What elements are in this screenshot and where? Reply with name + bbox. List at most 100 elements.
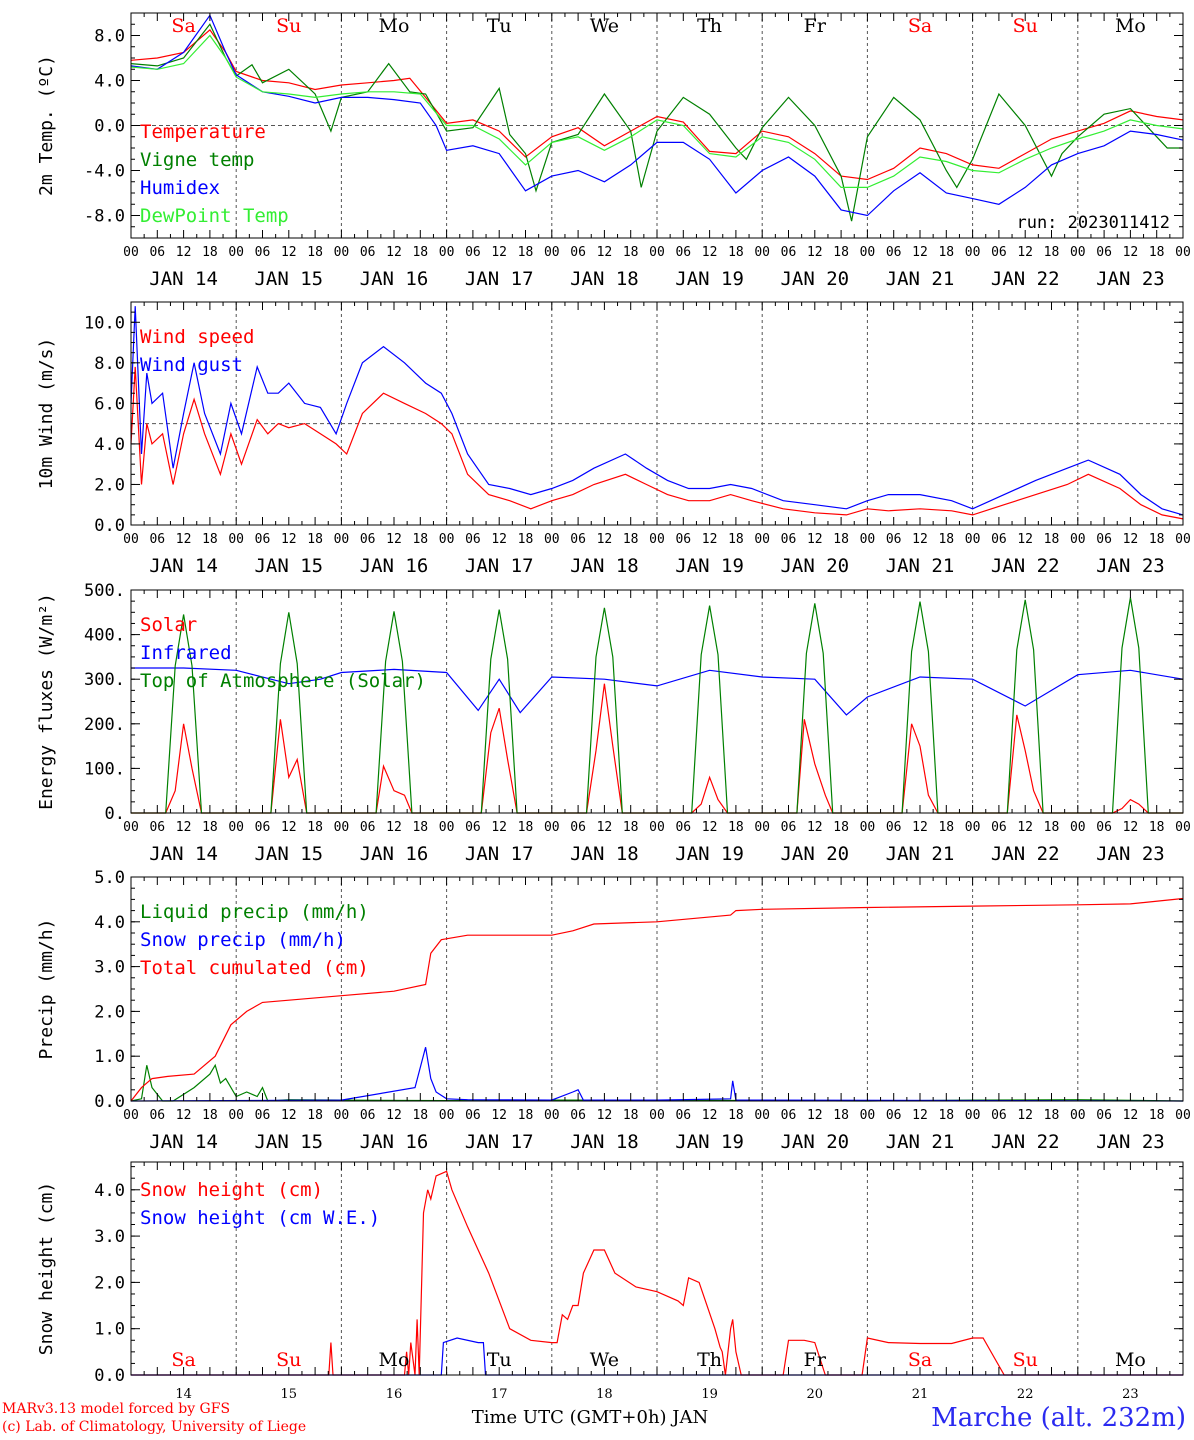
x-hour-label: 12 [1017, 245, 1033, 260]
x-hour-label: 18 [623, 1108, 639, 1123]
time-axis-title: Time UTC (GMT+0h) JAN [472, 1407, 709, 1428]
x-hour-label: 12 [1017, 532, 1033, 547]
x-hour-label: 00 [439, 820, 455, 835]
x-hour-label: 06 [360, 1108, 376, 1123]
x-date-label: JAN 16 [360, 843, 429, 865]
x-hour-label: 18 [938, 1108, 954, 1123]
y-tick-label: 0.0 [94, 117, 125, 137]
x-hour-label: 00 [439, 245, 455, 260]
legend-entry: Top of Atmosphere (Solar) [140, 670, 426, 692]
legend-entry: Infrared [140, 642, 232, 664]
x-hour-label: 00 [754, 1108, 770, 1123]
weekday-label: Mo [1115, 1349, 1146, 1371]
legend-entry: Liquid precip (mm/h) [140, 901, 369, 923]
x-hour-label: 12 [281, 532, 297, 547]
weekday-label: Sa [171, 1349, 195, 1371]
weekday-label: Su [276, 1349, 301, 1371]
y-tick-label: 300. [84, 670, 125, 690]
x-date-label: JAN 17 [465, 843, 534, 865]
x-hour-label: 06 [886, 245, 902, 260]
y-axis-label: 2m Temp. (ºC) [36, 55, 57, 196]
y-tick-label: 3.0 [94, 1227, 125, 1247]
credit-line: (c) Lab. of Climatology, University of L… [2, 1419, 307, 1435]
weekday-label: We [590, 15, 619, 37]
x-hour-label: 18 [833, 245, 849, 260]
x-hour-label: 12 [1123, 1108, 1139, 1123]
y-tick-label: 0. [105, 804, 125, 824]
y-axis-label: Precip (mm/h) [36, 919, 57, 1060]
x-hour-label: 12 [281, 1108, 297, 1123]
x-hour-label: 06 [570, 245, 586, 260]
y-tick-label: -4.0 [84, 162, 125, 182]
x-hour-label: 06 [255, 245, 271, 260]
x-hour-label: 12 [807, 1108, 823, 1123]
x-hour-label: 12 [597, 245, 613, 260]
x-hour-label: 00 [123, 532, 139, 547]
x-hour-label: 18 [833, 1108, 849, 1123]
x-hour-label: 06 [360, 245, 376, 260]
x-hour-label: 06 [1096, 1108, 1112, 1123]
x-hour-label: 06 [886, 1108, 902, 1123]
x-hour-label: 06 [886, 820, 902, 835]
y-tick-label: 2.0 [94, 1273, 125, 1293]
x-hour-label: 12 [807, 245, 823, 260]
y-tick-label: -8.0 [84, 207, 125, 227]
x-date-label: JAN 16 [360, 268, 429, 290]
x-hour-label: 00 [544, 1108, 560, 1123]
weekday-label: Su [276, 15, 301, 37]
x-hour-label: 12 [176, 532, 192, 547]
x-hour-label: 18 [623, 820, 639, 835]
x-day-number: 23 [1122, 1387, 1139, 1402]
x-hour-label: 06 [675, 532, 691, 547]
x-hour-label: 12 [912, 245, 928, 260]
x-hour-label: 00 [544, 820, 560, 835]
x-hour-label: 12 [702, 532, 718, 547]
x-date-label: JAN 23 [1096, 1131, 1165, 1153]
x-hour-label: 12 [176, 245, 192, 260]
x-hour-label: 06 [149, 532, 165, 547]
y-tick-label: 4.0 [94, 1181, 125, 1201]
y-tick-label: 8.0 [94, 27, 125, 47]
x-hour-label: 00 [334, 820, 350, 835]
y-tick-label: 8.0 [94, 354, 125, 374]
axis-layer [130, 12, 1184, 1376]
x-hour-label: 18 [307, 820, 323, 835]
x-date-label: JAN 18 [570, 555, 639, 577]
x-hour-label: 00 [649, 820, 665, 835]
x-hour-label: 18 [412, 1108, 428, 1123]
weekday-label: Tu [487, 1349, 512, 1371]
x-hour-label: 18 [412, 245, 428, 260]
x-date-label: JAN 16 [360, 555, 429, 577]
x-hour-label: 00 [1070, 245, 1086, 260]
x-hour-label: 06 [781, 532, 797, 547]
x-hour-label: 12 [1123, 820, 1139, 835]
x-hour-label: 18 [202, 532, 218, 547]
x-hour-label: 12 [491, 1108, 507, 1123]
x-hour-label: 06 [991, 1108, 1007, 1123]
x-hour-label: 12 [1017, 820, 1033, 835]
grid-layer [131, 13, 1183, 1375]
x-hour-label: 00 [228, 1108, 244, 1123]
x-day-number: 18 [596, 1387, 613, 1402]
x-hour-label: 18 [1044, 245, 1060, 260]
x-hour-label: 18 [1044, 1108, 1060, 1123]
x-hour-label: 18 [518, 245, 534, 260]
weekday-label: Th [697, 1349, 722, 1371]
x-hour-label: 00 [754, 532, 770, 547]
x-hour-label: 18 [623, 245, 639, 260]
x-hour-label: 00 [123, 820, 139, 835]
x-hour-label: 06 [465, 245, 481, 260]
run-label: run: 2023011412 [1016, 213, 1170, 233]
x-hour-label: 18 [833, 820, 849, 835]
model-credit: MARv3.13 model forced by GFS (c) Lab. of… [2, 1400, 306, 1436]
weekday-label: Sa [908, 1349, 932, 1371]
x-date-label: JAN 14 [149, 268, 218, 290]
weekday-label: Mo [1115, 15, 1146, 37]
x-hour-label: 12 [1123, 245, 1139, 260]
y-tick-label: 4.0 [94, 435, 125, 455]
x-date-label: JAN 22 [991, 268, 1060, 290]
x-hour-label: 18 [307, 245, 323, 260]
legend-entry: Temperature [140, 121, 266, 143]
x-date-label: JAN 16 [360, 1131, 429, 1153]
x-hour-label: 00 [754, 820, 770, 835]
